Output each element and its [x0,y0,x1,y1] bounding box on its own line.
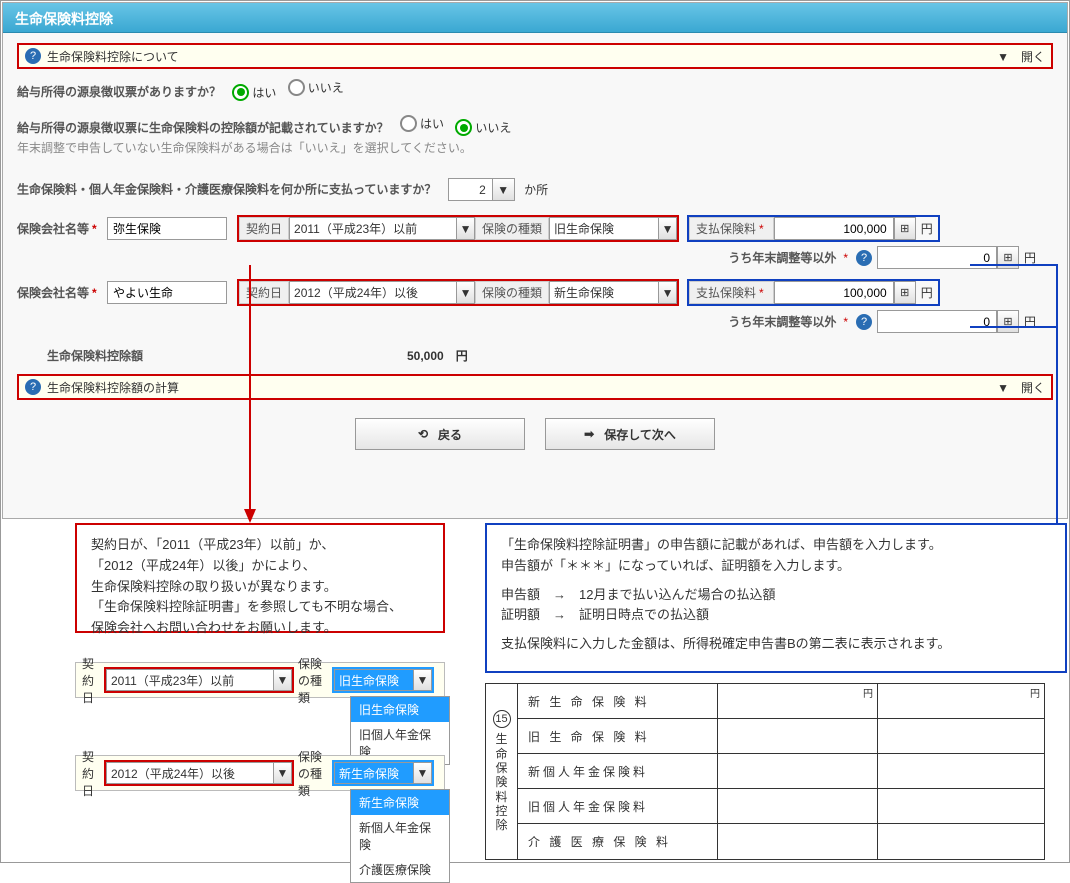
dropdown-item[interactable]: 新生命保険 [351,790,449,815]
help-icon[interactable]: ? [856,250,872,266]
q3-label: 生命保険料・個人年金保険料・介護医療保険料を何か所に支払っていますか？ [17,183,436,197]
calc-button[interactable]: ⊞ [997,310,1019,333]
mini-form-2: 契約日 2012（平成24年）以後▼ 保険の種類 新生命保険▼ [75,755,445,791]
contract-select-2[interactable]: 2012（平成24年）以後 [289,281,457,304]
q2-yes[interactable]: はい [400,115,444,132]
back-arrow-icon: ⟲ [418,427,428,441]
paid-input-2[interactable] [774,281,894,304]
company-input-2[interactable] [107,281,227,304]
main-panel: 生命保険料控除 ? 生命保険料控除について ▼ 開く 給与所得の源泉徴収票があり… [2,2,1068,519]
company-input-1[interactable] [107,217,227,240]
help-icon[interactable]: ? [856,314,872,330]
paid-group-2: 支払保険料* ⊞ 円 [687,279,940,306]
contract-group-1: 契約日 2011（平成23年）以前▼ 保険の種類 旧生命保険▼ [237,215,679,242]
type-select-2[interactable]: 新生命保険 [549,281,659,304]
dropdown-item[interactable]: 新個人年金保険 [351,815,449,857]
contract-group-2: 契約日 2012（平成24年）以後▼ 保険の種類 新生命保険▼ [237,279,679,306]
mini-contract-1[interactable]: 2011（平成23年）以前 [106,669,274,691]
mini-type-2[interactable]: 新生命保険 [334,762,414,784]
paid-input-1[interactable] [774,217,894,240]
calc-button[interactable]: ⊞ [997,246,1019,269]
calc-button-2[interactable]: ⊞ [894,281,916,304]
sub-input-1[interactable] [877,246,997,269]
help-toggle[interactable]: ▼ 開く [997,48,1045,65]
help-icon: ? [25,48,41,64]
table-row-label: 旧個人年金保険料 [518,789,718,823]
q1-no[interactable]: いいえ [288,79,344,96]
q2-label: 給与所得の源泉徴収票に生命保険料の控除額が記載されていますか？ [17,121,389,135]
callout-red: 契約日が、「2011（平成23年）以前」か、 「2012（平成24年）以後」かに… [75,523,445,633]
help-icon: ? [25,379,41,395]
back-button[interactable]: ⟲戻る [355,418,525,450]
mini-contract-2[interactable]: 2012（平成24年）以後 [106,762,274,784]
next-arrow-icon: ➡ [584,427,594,441]
mini-type-1[interactable]: 旧生命保険 [334,669,414,691]
dropdown-item[interactable]: 旧生命保険 [351,697,449,722]
q1-label: 給与所得の源泉徴収票がありますか？ [17,85,221,99]
type-select-1[interactable]: 旧生命保険 [549,217,659,240]
help-label: 生命保険料控除について [47,48,179,65]
dropdown-item[interactable]: 介護医療保険 [351,857,449,882]
help-bar-about[interactable]: ? 生命保険料控除について ▼ 開く [17,43,1053,69]
mini-form-1: 契約日 2011（平成23年）以前▼ 保険の種類 旧生命保険▼ [75,662,445,698]
table-row-label: 旧 生 命 保 険 料 [518,719,718,753]
callout-blue: 「生命保険料控除証明書」の申告額に記載があれば、申告額を入力します。 申告額が「… [485,523,1067,673]
table-row-label: 介 護 医 療 保 険 料 [518,824,718,859]
calc-button-1[interactable]: ⊞ [894,217,916,240]
dropdown-popup-2: 新生命保険 新個人年金保険 介護医療保険 [350,789,450,883]
deduction-table: 15 生命保険料控除 新 生 命 保 険 料円円旧 生 命 保 険 料新個人年金… [485,683,1045,860]
panel-title: 生命保険料控除 [3,3,1067,33]
help-bar-calc[interactable]: ? 生命保険料控除額の計算 ▼ 開く [17,374,1053,400]
paid-group-1: 支払保険料* ⊞ 円 [687,215,940,242]
q2-note: 年末調整で申告していない生命保険料がある場合は「いいえ」を選択してください。 [17,139,1053,156]
sub-input-2[interactable] [877,310,997,333]
table-row-label: 新個人年金保険料 [518,754,718,788]
table-row-label: 新 生 命 保 険 料 [518,684,718,718]
help-toggle[interactable]: ▼ 開く [997,379,1045,396]
q2-no[interactable]: いいえ [455,119,511,136]
save-next-button[interactable]: ➡保存して次へ [545,418,715,450]
deduction-label: 生命保険料控除額 [47,347,207,364]
count-select[interactable]: 2▼ [448,178,515,201]
contract-select-1[interactable]: 2011（平成23年）以前 [289,217,457,240]
help-label: 生命保険料控除額の計算 [47,379,179,396]
q1-yes[interactable]: はい [232,84,276,101]
